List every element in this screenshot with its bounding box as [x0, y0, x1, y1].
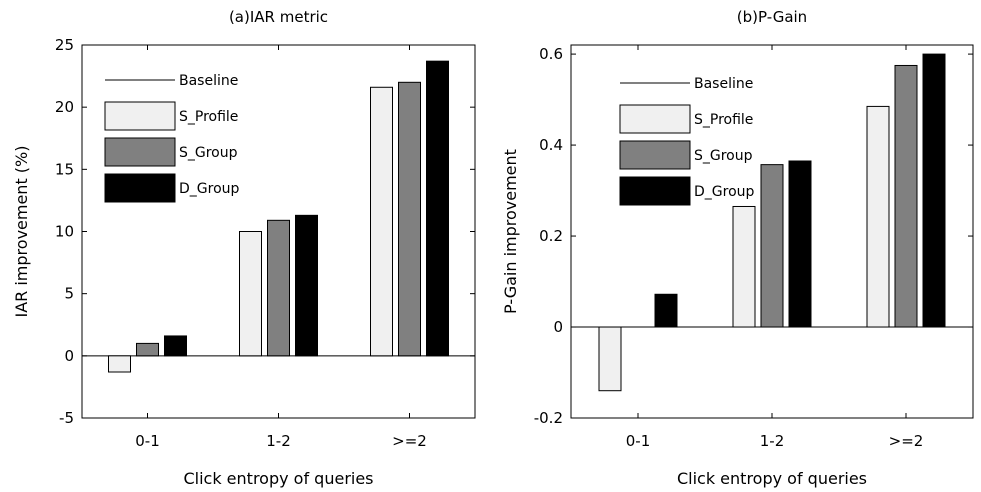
y-tick-label: 15	[55, 160, 74, 178]
legend: Baseline S_Profile S_Group D_Group	[104, 73, 240, 203]
legend-swatch-s-profile	[619, 104, 691, 134]
x-tick-label: 0-1	[135, 432, 160, 450]
legend-label-s-profile: S_Profile	[694, 112, 753, 128]
y-tick-label: 0.6	[539, 45, 563, 63]
chart-1: 0-1 1-2 >=2 -5 0 5 10 15 20 25 (a)IAR metric Click …	[12, 8, 476, 488]
chart-2: 0-1 1-2 >=2 -0.2 0 0.2 0.4 0.6 (b)P-Gain Click en…	[501, 8, 974, 488]
bar-s-profile-1	[732, 205, 756, 328]
bar-d-group-1	[788, 160, 812, 328]
y-axis-label: P-Gain improvement	[501, 149, 520, 314]
legend-label-baseline: Baseline	[694, 76, 753, 92]
bar-d-group-2	[426, 60, 449, 357]
x-axis-label: Click entropy of queries	[183, 469, 373, 488]
y-tick-label: 0	[64, 347, 74, 365]
bar-d-group-0	[654, 293, 678, 328]
legend: Baseline S_Profile S_Group D_Group	[619, 76, 755, 206]
y-tick-label: 0	[553, 318, 563, 336]
y-tick-label: 20	[55, 98, 74, 116]
legend-swatch-d-group	[104, 173, 176, 203]
y-tick-label: -0.2	[534, 409, 563, 427]
legend-label-d-group: D_Group	[179, 181, 240, 197]
legend-swatch-s-profile	[104, 101, 176, 131]
bar-s-group-1	[267, 219, 290, 357]
x-tick-label: 1-2	[266, 432, 291, 450]
x-tick-label: 1-2	[760, 432, 785, 450]
y-axis-label: IAR improvement (%)	[12, 146, 31, 318]
legend-label-s-profile: S_Profile	[179, 109, 238, 125]
bar-d-group-0	[164, 335, 187, 357]
y-tick-label: 0.2	[539, 227, 563, 245]
bar-s-profile-0	[598, 326, 622, 392]
bar-d-group-2	[922, 53, 946, 328]
x-tick-label: >=2	[392, 432, 427, 450]
bar-s-group-2	[894, 64, 918, 328]
y-tick-label: 25	[55, 36, 74, 54]
legend-swatch-d-group	[619, 176, 691, 206]
legend-label-s-group: S_Group	[694, 148, 753, 164]
bar-s-profile-2	[866, 105, 890, 328]
legend-label-d-group: D_Group	[694, 184, 755, 200]
bar-s-group-0	[136, 342, 159, 357]
y-tick-label: -5	[59, 409, 74, 427]
chart-title: (a)IAR metric	[229, 8, 328, 26]
bar-s-profile-2	[370, 86, 393, 357]
legend-swatch-s-group	[619, 140, 691, 170]
x-tick-label: 0-1	[626, 432, 651, 450]
bar-d-group-1	[295, 214, 318, 357]
chart-title: (b)P-Gain	[737, 8, 807, 26]
bar-s-profile-1	[239, 231, 262, 357]
x-axis-label: Click entropy of queries	[677, 469, 867, 488]
legend-label-baseline: Baseline	[179, 73, 238, 89]
legend-label-s-group: S_Group	[179, 145, 238, 161]
bar-s-group-2	[398, 81, 421, 357]
legend-swatch-s-group	[104, 137, 176, 167]
y-tick-label: 5	[64, 285, 74, 303]
y-tick-label: 0.4	[539, 136, 563, 154]
y-tick-label: 10	[55, 223, 74, 241]
bar-s-profile-0	[108, 355, 131, 373]
x-tick-label: >=2	[889, 432, 924, 450]
bar-s-group-1	[760, 164, 784, 328]
